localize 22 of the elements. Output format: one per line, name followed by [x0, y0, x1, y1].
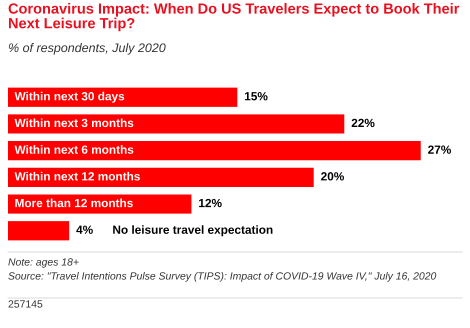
- data-label: 27%: [428, 145, 451, 154]
- data-label: 12%: [199, 198, 222, 208]
- y-tick-label: Within next 3 months: [14, 118, 134, 128]
- y-tick-label: More than 12 months: [15, 198, 133, 208]
- data-label: 15%: [244, 92, 268, 100]
- y-tick-label: Within next 12 months: [14, 172, 140, 181]
- y-tick-label: No leisure travel expectation: [113, 225, 272, 236]
- text: 257145: [8, 300, 42, 308]
- bar: [8, 141, 421, 160]
- data-label: 4%: [76, 226, 93, 234]
- chart-title: Coronavirus Impact: When Do US Travelers Expect to Book Their Next Leisure Trip?: [8, 3, 460, 32]
- bar: [8, 88, 238, 107]
- bar: [8, 221, 70, 240]
- bar: [8, 114, 344, 134]
- data-label: 22%: [352, 118, 375, 128]
- y-tick-label: Within next 30 days: [14, 92, 124, 103]
- chart-subtitle: % of respondents, July 2020: [8, 43, 166, 55]
- y-tick-label: Within next 6 months: [14, 145, 134, 154]
- source-note: Source: "Travel Intentions Pulse Survey (TIPS): Impact of COVID-19 Wave IV," July 16, 2020: [8, 272, 436, 282]
- data-label: 20%: [321, 172, 344, 181]
- text: Note: ages 18+: [8, 258, 79, 268]
- bar: [8, 168, 314, 187]
